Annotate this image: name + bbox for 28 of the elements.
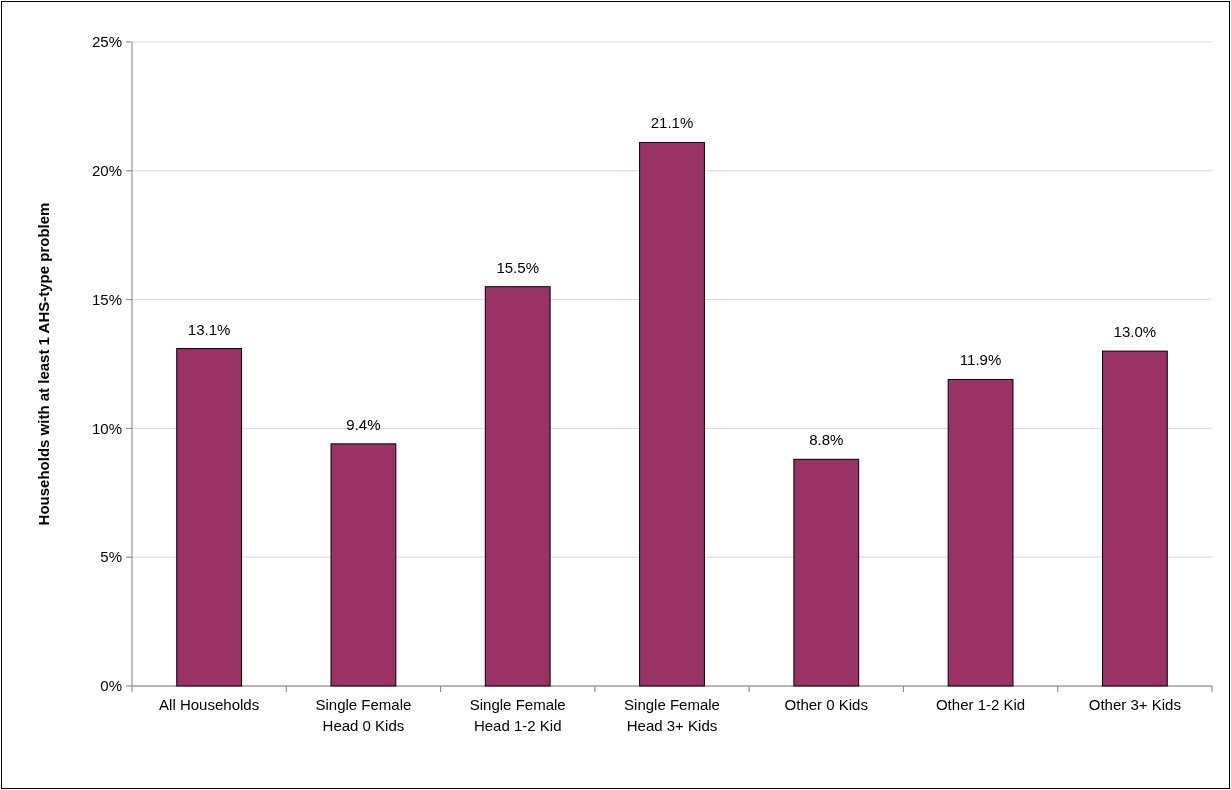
bar: [1101, 350, 1168, 687]
x-tick-label: Other 3+ Kids: [1088, 696, 1181, 713]
x-tick-label: Single Female Head 0 Kids: [315, 696, 412, 734]
x-tick-label: Single Female Head 1-2 Kid: [469, 696, 566, 734]
x-tick-label: All Households: [159, 696, 260, 713]
data-label: 8.8%: [809, 431, 844, 449]
y-tick-label: 0%: [100, 677, 122, 695]
bar: [330, 443, 397, 687]
y-tick-label: 5%: [100, 548, 122, 566]
data-label: 15.5%: [496, 258, 539, 276]
y-tick-label: 25%: [91, 33, 122, 51]
y-axis-title: Households with at least 1 AHS-type problem: [35, 202, 52, 526]
bar: [793, 458, 860, 687]
x-tick-label: Single Female Head 3+ Kids: [624, 696, 720, 734]
data-label: 13.1%: [187, 320, 231, 338]
data-label: 21.1%: [650, 114, 694, 132]
y-tick-label: 15%: [91, 290, 122, 308]
bar: [947, 378, 1014, 687]
data-label: 13.0%: [1113, 323, 1157, 341]
bar: [176, 348, 243, 687]
y-tick-label: 10%: [91, 419, 122, 437]
bar: [639, 141, 705, 687]
x-tick-label: Other 0 Kids: [784, 696, 868, 713]
data-label: 11.9%: [959, 351, 1002, 369]
bar: [484, 286, 551, 687]
x-tick-label: Other 1-2 Kid: [935, 696, 1026, 713]
y-tick-label: 20%: [91, 162, 122, 180]
data-label: 9.4%: [346, 415, 381, 433]
